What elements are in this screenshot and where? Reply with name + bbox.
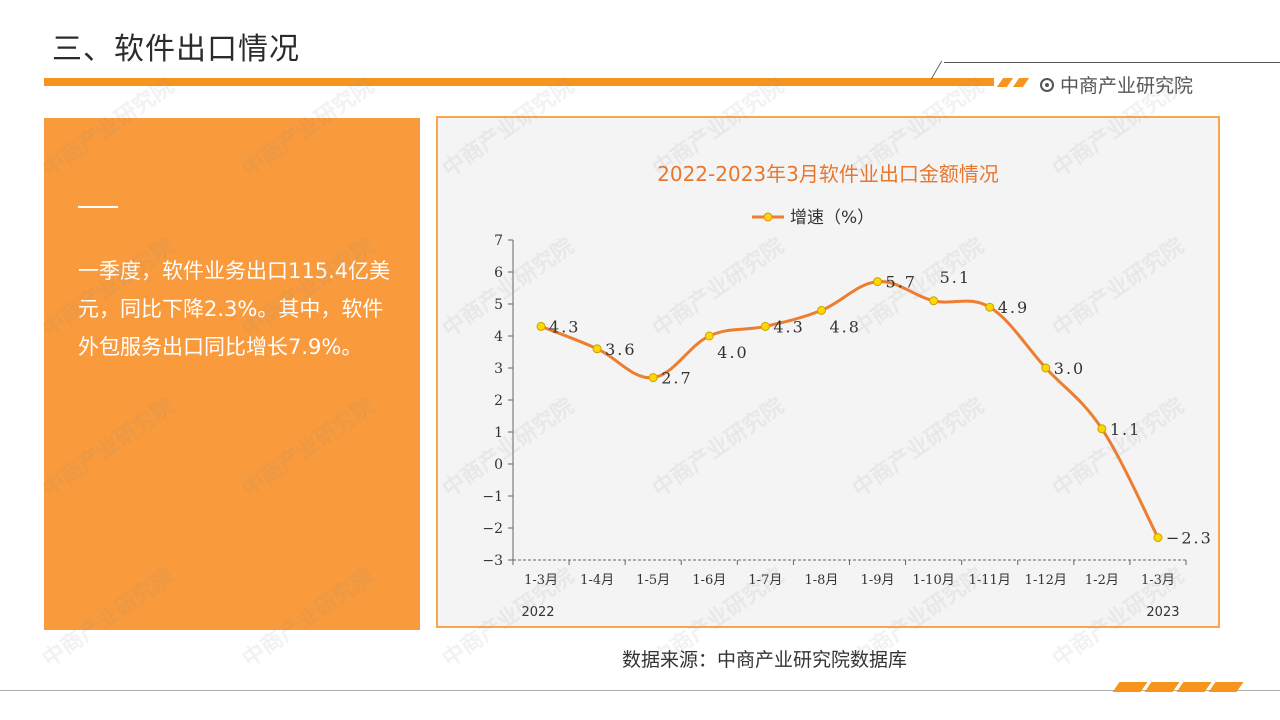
data-point <box>929 296 939 306</box>
legend-label: 增速（%） <box>790 208 874 228</box>
y-tick-label: −1 <box>482 489 503 505</box>
data-label: 5.7 <box>886 273 917 292</box>
y-tick-label: 6 <box>494 265 503 281</box>
year-label-end: 2023 <box>1146 605 1179 620</box>
x-tick-label: 1-6月 <box>692 573 726 588</box>
data-label: 3.6 <box>605 340 636 359</box>
data-label: 4.3 <box>773 317 804 336</box>
data-label: 4.0 <box>717 343 748 362</box>
data-point <box>592 344 602 354</box>
x-tick-label: 1-7月 <box>748 573 782 588</box>
y-tick-label: 1 <box>494 425 503 441</box>
data-label: 1.1 <box>1110 420 1141 439</box>
data-label: 4.3 <box>549 317 580 336</box>
x-tick-label: 1-3月 <box>1141 573 1175 588</box>
data-point <box>873 277 883 287</box>
data-point <box>1097 424 1107 434</box>
data-source: 数据来源：中商产业研究院数据库 <box>622 649 908 671</box>
y-tick-label: 3 <box>494 361 503 377</box>
brand-name: 中商产业研究院 <box>1060 75 1194 97</box>
header-divider-slash <box>930 61 943 79</box>
y-tick-label: 7 <box>494 233 503 249</box>
data-point <box>704 331 714 341</box>
data-point <box>760 321 770 331</box>
data-label: 4.8 <box>829 317 860 336</box>
footer-line <box>0 690 1280 691</box>
footer-stripes <box>1112 682 1244 692</box>
x-tick-label: 1-3月 <box>524 573 558 588</box>
header-stripes <box>996 78 1032 87</box>
x-tick-label: 1-12月 <box>1025 573 1067 588</box>
legend-marker <box>763 212 773 222</box>
data-point <box>536 321 546 331</box>
x-tick-label: 1-4月 <box>580 573 614 588</box>
data-label: 3.0 <box>1054 359 1085 378</box>
x-tick-label: 1-8月 <box>804 573 838 588</box>
y-tick-label: −2 <box>482 521 503 537</box>
data-point <box>1153 533 1163 543</box>
summary-text: 一季度，软件业务出口115.4亿美元，同比下降2.3%。其中，软件外包服务出口同… <box>78 259 391 359</box>
chart-title: 2022-2023年3月软件业出口金额情况 <box>657 162 999 186</box>
data-point <box>816 305 826 315</box>
x-tick-label: 1-5月 <box>636 573 670 588</box>
y-tick-label: 2 <box>494 393 503 409</box>
y-tick-label: 4 <box>494 329 503 345</box>
chart-container: 2022-2023年3月软件业出口金额情况增速（%） −3 −2 −1 0 1 2 3 4 5 6 7… <box>436 116 1220 628</box>
y-tick-label: −3 <box>482 553 503 569</box>
x-tick-label: 1-9月 <box>861 573 895 588</box>
summary-panel: 一季度，软件业务出口115.4亿美元，同比下降2.3%。其中，软件外包服务出口同… <box>44 118 420 630</box>
data-label: 4.9 <box>998 298 1029 317</box>
data-label: 5.1 <box>940 268 971 287</box>
data-point <box>1041 363 1051 373</box>
data-point <box>648 373 658 383</box>
header-divider-line <box>944 62 1280 63</box>
summary-dash <box>78 206 118 208</box>
page-title: 三、软件出口情况 <box>52 32 300 67</box>
year-label-start: 2022 <box>521 605 554 620</box>
y-tick-label: 0 <box>494 457 503 473</box>
brand-logo: 中商产业研究院 <box>1040 71 1193 98</box>
x-tick-label: 1-10月 <box>913 573 955 588</box>
data-label: −2.3 <box>1166 529 1213 548</box>
title-underline-bar <box>44 78 994 86</box>
data-point <box>985 302 995 312</box>
target-icon <box>1040 77 1054 92</box>
y-tick-label: 5 <box>494 297 503 313</box>
x-tick-label: 1-11月 <box>969 573 1011 588</box>
x-tick-label: 1-2月 <box>1085 573 1119 588</box>
data-label: 2.7 <box>661 369 692 388</box>
